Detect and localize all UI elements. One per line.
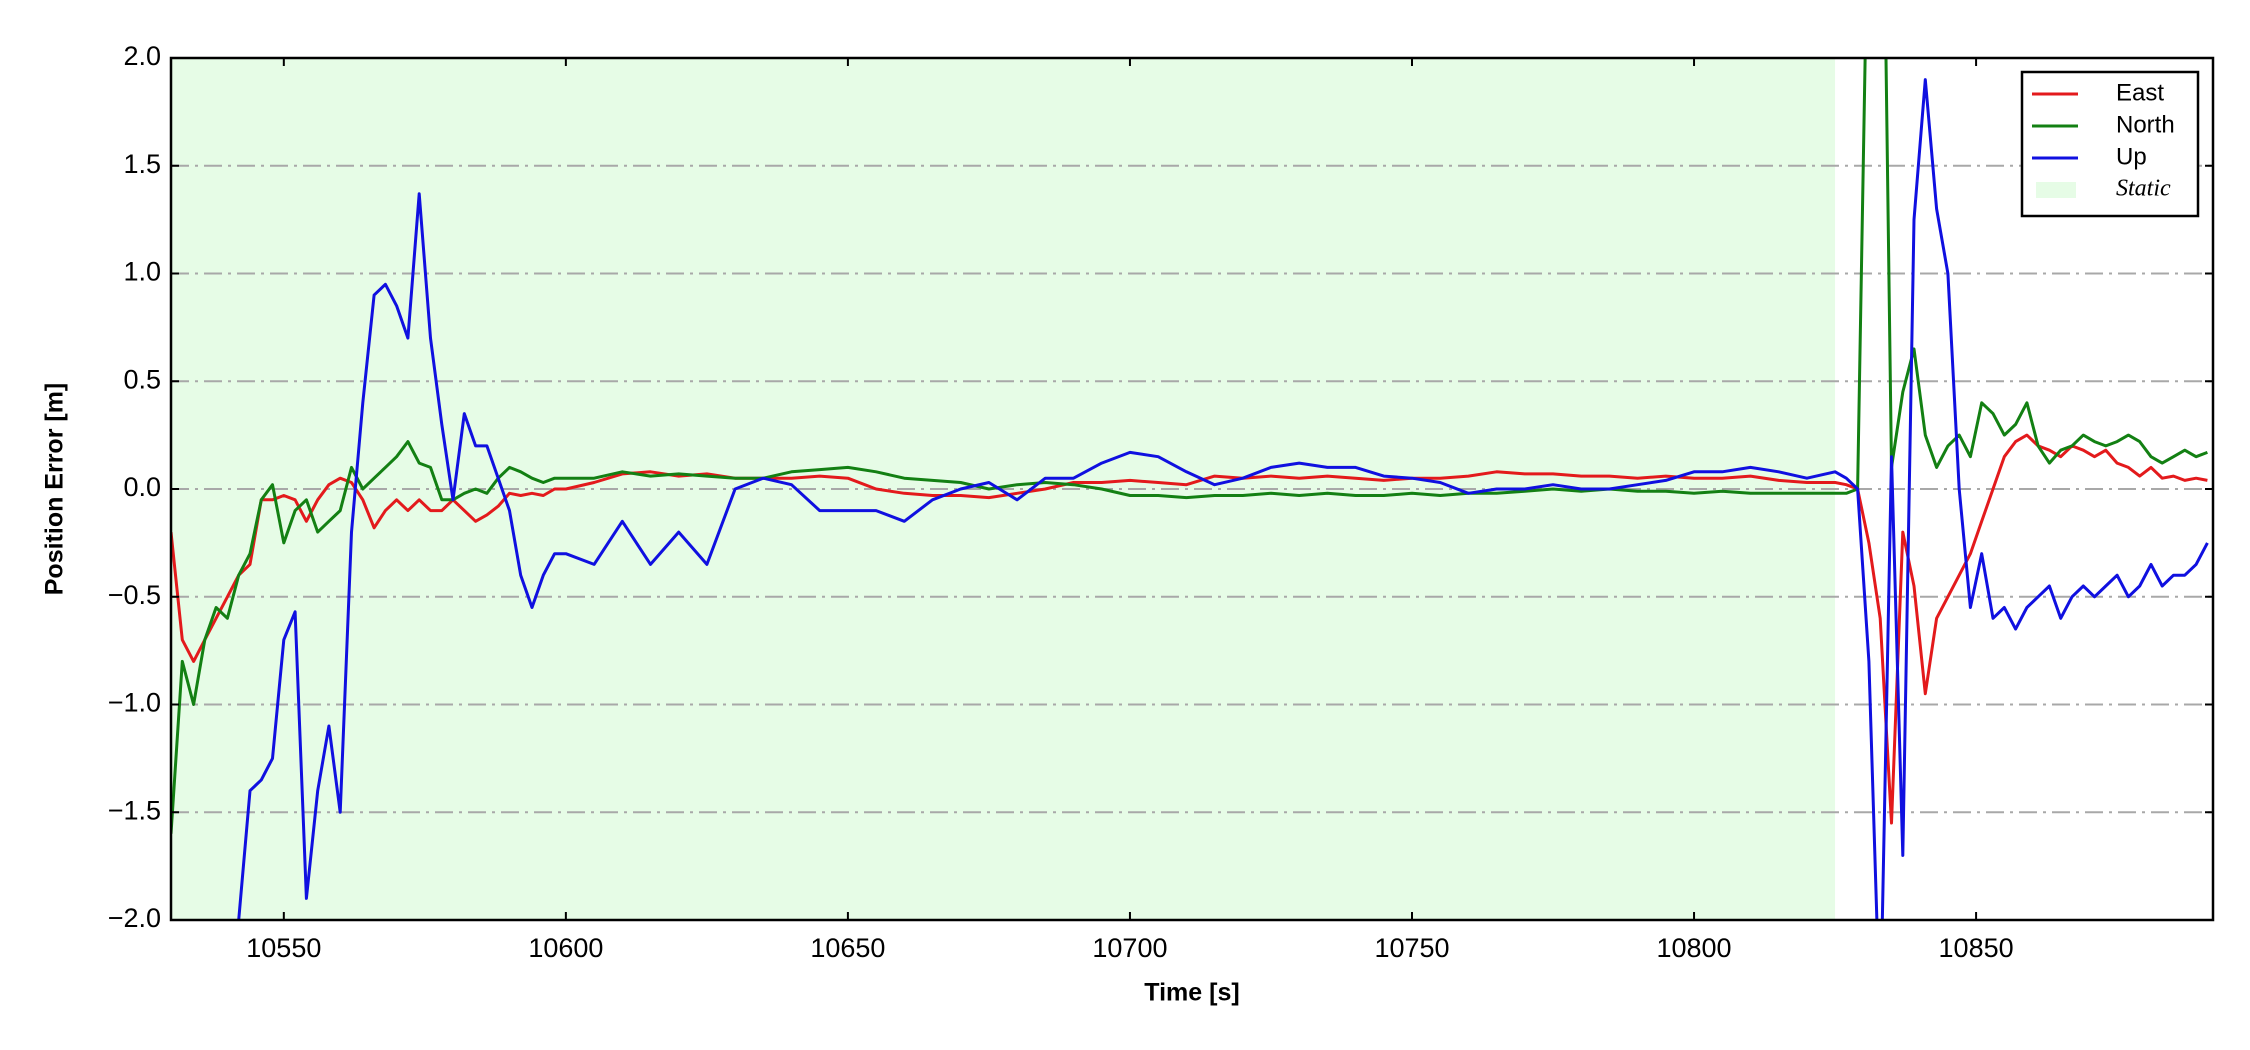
- y-tick-label: −1.0: [108, 688, 161, 718]
- x-tick-label: 10600: [528, 933, 603, 963]
- y-tick-label: −2.0: [108, 903, 161, 933]
- y-tick-label: 0.0: [123, 472, 161, 502]
- y-tick-label: −0.5: [108, 580, 161, 610]
- y-tick-label: 1.0: [123, 257, 161, 287]
- series-line: [171, 433, 2208, 825]
- series-line: [237, 78, 2209, 920]
- x-tick-label: 10750: [1374, 933, 1449, 963]
- x-tick-label: 10700: [1092, 933, 1167, 963]
- y-tick-label: −1.5: [108, 795, 161, 825]
- y-tick-label: 2.0: [123, 41, 161, 71]
- x-tick-label: 10650: [810, 933, 885, 963]
- series-line: [171, 58, 2208, 834]
- legend-label: East: [2116, 79, 2164, 106]
- y-tick-label: 1.5: [123, 149, 161, 179]
- x-tick-label: 10850: [1939, 933, 2014, 963]
- x-axis-label: Time [s]: [1144, 979, 1239, 1007]
- y-axis-label: Position Error [m]: [41, 383, 69, 596]
- legend-swatch: [2036, 182, 2076, 198]
- legend-label: North: [2116, 111, 2175, 138]
- legend-label: Static: [2116, 176, 2171, 202]
- x-tick-label: 10800: [1656, 933, 1731, 963]
- y-tick-label: 0.5: [123, 364, 161, 394]
- x-tick-label: 10550: [246, 933, 321, 963]
- legend-label: Up: [2116, 143, 2147, 170]
